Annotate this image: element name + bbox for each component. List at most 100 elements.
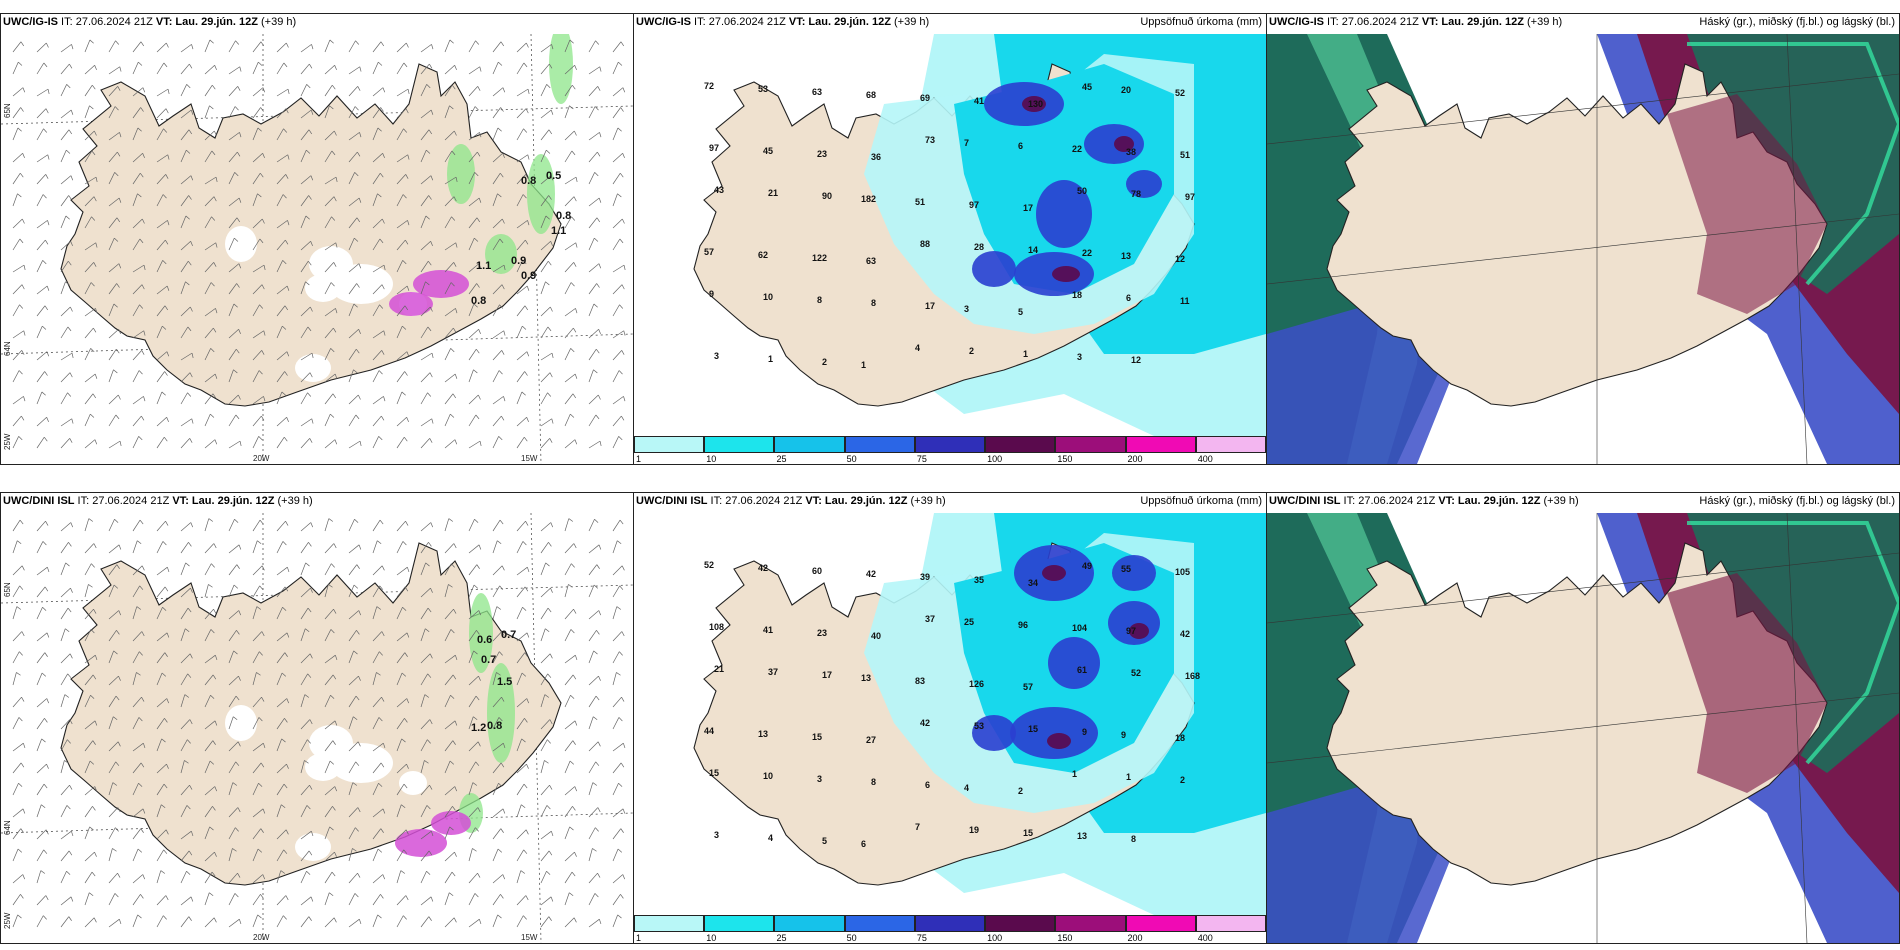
legend-swatch	[844, 915, 915, 932]
precip-value: 4	[768, 833, 773, 843]
legend-label: 100	[987, 454, 1003, 464]
precip-value: 73	[925, 135, 935, 145]
legend-swatch	[985, 436, 1056, 453]
precip-value: 8	[817, 295, 822, 305]
precip-value: 13	[1121, 251, 1131, 261]
precipitation-legend: 1 10 25 50 75 100 150 200 400	[634, 436, 1266, 464]
precip-value: 13	[861, 673, 871, 683]
panel-title: UWC/DINI ISL IT: 27.06.2024 21Z VT: Lau.…	[3, 495, 313, 507]
precip-value: 51	[1180, 150, 1190, 160]
precip-value: 5	[1018, 307, 1023, 317]
precip-value: 3	[1077, 352, 1082, 362]
precip-value: 62	[758, 250, 768, 260]
precip-value: 20	[1121, 85, 1131, 95]
precip-value: 42	[758, 563, 768, 573]
precip-value: 6	[1018, 141, 1023, 151]
precip-value: 50	[1077, 186, 1087, 196]
precip-value: 61	[1077, 665, 1087, 675]
precip-value: 40	[871, 631, 881, 641]
precip-value: 42	[1180, 629, 1190, 639]
panel-subtitle: Háský (gr.), miðský (fj.bl.) og lágský (…	[1699, 495, 1895, 507]
precip-value: 45	[763, 146, 773, 156]
precip-value: 23	[817, 149, 827, 159]
gust-label: 0.9	[521, 270, 536, 282]
precip-value: 63	[866, 256, 876, 266]
gust-label: 0.8	[471, 295, 486, 307]
precip-value: 44	[704, 726, 714, 736]
precip-value: 28	[974, 242, 984, 252]
precip-value: 108	[709, 622, 724, 632]
precip-value: 8	[871, 298, 876, 308]
precip-value: 53	[758, 84, 768, 94]
lon-tick-20w: 20W	[253, 933, 270, 942]
precip-value: 9	[1121, 730, 1126, 740]
precip-value: 6	[925, 780, 930, 790]
precip-value: 105	[1175, 567, 1190, 577]
precip-value: 7	[915, 822, 920, 832]
precip-value: 1	[1072, 769, 1077, 779]
panel-wind-row1: UWC/IG-IS IT: 27.06.2024 21Z VT: Lau. 29…	[0, 13, 634, 465]
precip-value: 23	[817, 628, 827, 638]
legend-label: 200	[1127, 454, 1143, 464]
lat-tick-65n: 65N	[3, 582, 12, 597]
legend-label: 1	[636, 933, 642, 943]
precip-value: 17	[822, 670, 832, 680]
panel-subtitle: Uppsöfnuð úrkoma (mm)	[1140, 16, 1262, 28]
precip-value: 130	[1028, 99, 1043, 109]
legend-label: 75	[916, 454, 927, 464]
precip-value: 104	[1072, 623, 1087, 633]
precip-value: 97	[1185, 192, 1195, 202]
legend-swatch	[1055, 436, 1126, 453]
precip-value: 38	[1126, 147, 1136, 157]
legend-swatch	[1125, 915, 1196, 932]
precip-value: 9	[709, 289, 714, 299]
precip-value: 25	[964, 617, 974, 627]
precip-value: 168	[1185, 671, 1200, 681]
precip-value: 15	[709, 768, 719, 778]
precip-value: 14	[1028, 245, 1038, 255]
legend-label: 200	[1127, 933, 1143, 943]
gust-label: 0.5	[546, 170, 561, 182]
gust-label: 0.7	[481, 654, 496, 666]
wind-barb-map: 0.8 0.5 0.8 1.1 0.9 0.8 1.1 0.9	[1, 34, 633, 464]
gust-label: 0.9	[511, 255, 526, 267]
precip-value: 37	[925, 614, 935, 624]
legend-swatch	[634, 915, 705, 932]
precip-value: 96	[1018, 620, 1028, 630]
precip-value: 12	[1175, 254, 1185, 264]
precip-value: 49	[1082, 561, 1092, 571]
precip-value: 72	[704, 81, 714, 91]
legend-label: 10	[706, 933, 717, 943]
panel-title: UWC/IG-IS IT: 27.06.2024 21Z VT: Lau. 29…	[1269, 16, 1563, 28]
precip-value: 4	[964, 783, 969, 793]
precip-value: 37	[768, 667, 778, 677]
precip-value: 42	[920, 718, 930, 728]
precip-value: 1	[768, 354, 773, 364]
panel-clouds-row2: UWC/DINI ISL IT: 27.06.2024 21Z VT: Lau.…	[1266, 492, 1900, 944]
precip-value: 60	[812, 566, 822, 576]
lat-tick-64n: 64N	[3, 341, 12, 356]
precip-value: 15	[1023, 828, 1033, 838]
precip-value: 15	[812, 732, 822, 742]
precip-value: 78	[1131, 189, 1141, 199]
precip-value: 1	[1126, 772, 1131, 782]
precip-value: 17	[925, 301, 935, 311]
precip-value: 3	[714, 830, 719, 840]
precip-value: 8	[1131, 834, 1136, 844]
legend-swatch	[914, 436, 986, 453]
precip-value: 41	[763, 625, 773, 635]
gust-label: 1.5	[497, 676, 512, 688]
precip-value: 97	[709, 143, 719, 153]
precip-value: 6	[861, 839, 866, 849]
precip-value: 88	[920, 239, 930, 249]
legend-swatch	[704, 436, 775, 453]
precipitation-legend: 1 10 25 50 75 100 150 200 400	[634, 915, 1266, 943]
legend-swatch	[1125, 436, 1196, 453]
precip-value: 182	[861, 194, 876, 204]
gust-label: 0.8	[487, 720, 502, 732]
precip-value: 52	[1175, 88, 1185, 98]
lon-tick-25w: 25W	[3, 912, 12, 929]
precip-value: 5	[822, 836, 827, 846]
legend-swatch	[774, 915, 845, 932]
wind-barbs	[12, 39, 626, 449]
